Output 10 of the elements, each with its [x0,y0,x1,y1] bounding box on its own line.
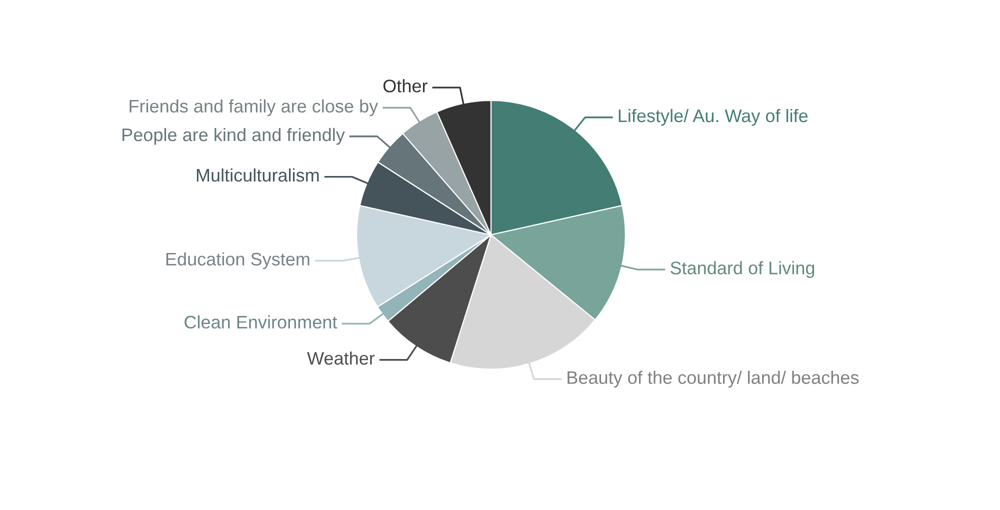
slice-label: Friends and family are close by [130,99,378,116]
slice-label: Weather [307,351,375,365]
slice-label: Education System [166,252,310,270]
slice-label: Other [383,79,428,92]
slice-label: People are kind and friendly [122,128,345,145]
slice-label: Multiculturalism [196,168,319,182]
slice-label: Clean Environment [184,315,338,329]
slice-label: Beauty of the country/ land/ beaches [568,370,859,388]
slice-label: Standard of Living [670,261,814,278]
slice-label: Lifestyle/ Au. Way of life [618,108,808,126]
